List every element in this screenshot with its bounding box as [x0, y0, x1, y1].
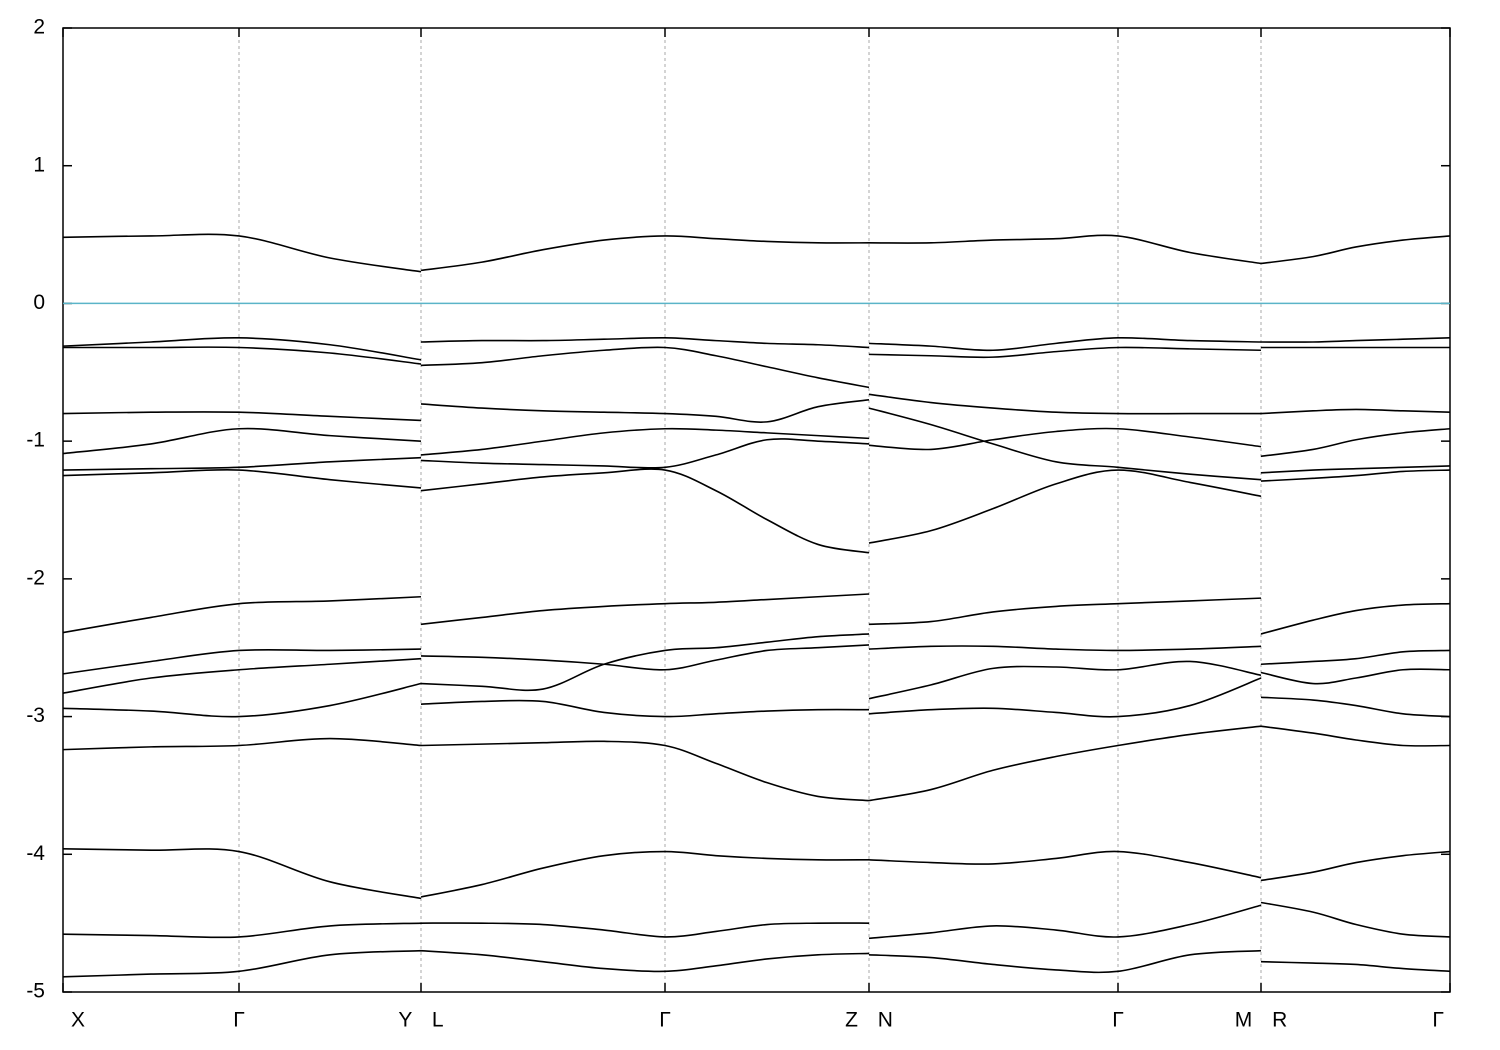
band-line [62, 725, 1451, 802]
y-tick-label: 0 [33, 291, 45, 314]
x-tick-label: Γ [1432, 1009, 1444, 1032]
band-line [62, 901, 1451, 940]
band-line [62, 593, 1451, 635]
band-line [62, 427, 1451, 458]
x-tick-label: Γ [1112, 1009, 1124, 1032]
band-line [62, 644, 1451, 675]
x-tick-label: Z N [845, 1009, 893, 1032]
y-tick-label: -4 [26, 842, 45, 865]
x-tick-label: Y L [398, 1009, 443, 1032]
y-tick-label: -3 [26, 704, 45, 727]
band-line [62, 233, 1451, 273]
band-line [62, 949, 1451, 978]
y-tick-label: 1 [33, 153, 45, 176]
band-line [62, 677, 1451, 718]
y-tick-label: -2 [26, 566, 45, 589]
x-tick-label: X [71, 1009, 85, 1032]
plot-frame [62, 27, 1451, 993]
x-tick-label: Γ [233, 1009, 245, 1032]
band-line [62, 337, 1451, 361]
band-line [62, 633, 1451, 700]
band-line [62, 847, 1451, 900]
x-tick-label: Γ [659, 1009, 671, 1032]
x-tick-label: M R [1235, 1009, 1288, 1032]
y-tick-label: -5 [26, 980, 45, 1003]
band-line [63, 346, 1450, 389]
band-line [62, 393, 1451, 423]
y-tick-label: -1 [26, 429, 45, 452]
y-tick-label: 2 [33, 16, 45, 39]
band-line [62, 407, 1451, 481]
band-line [62, 468, 1451, 554]
